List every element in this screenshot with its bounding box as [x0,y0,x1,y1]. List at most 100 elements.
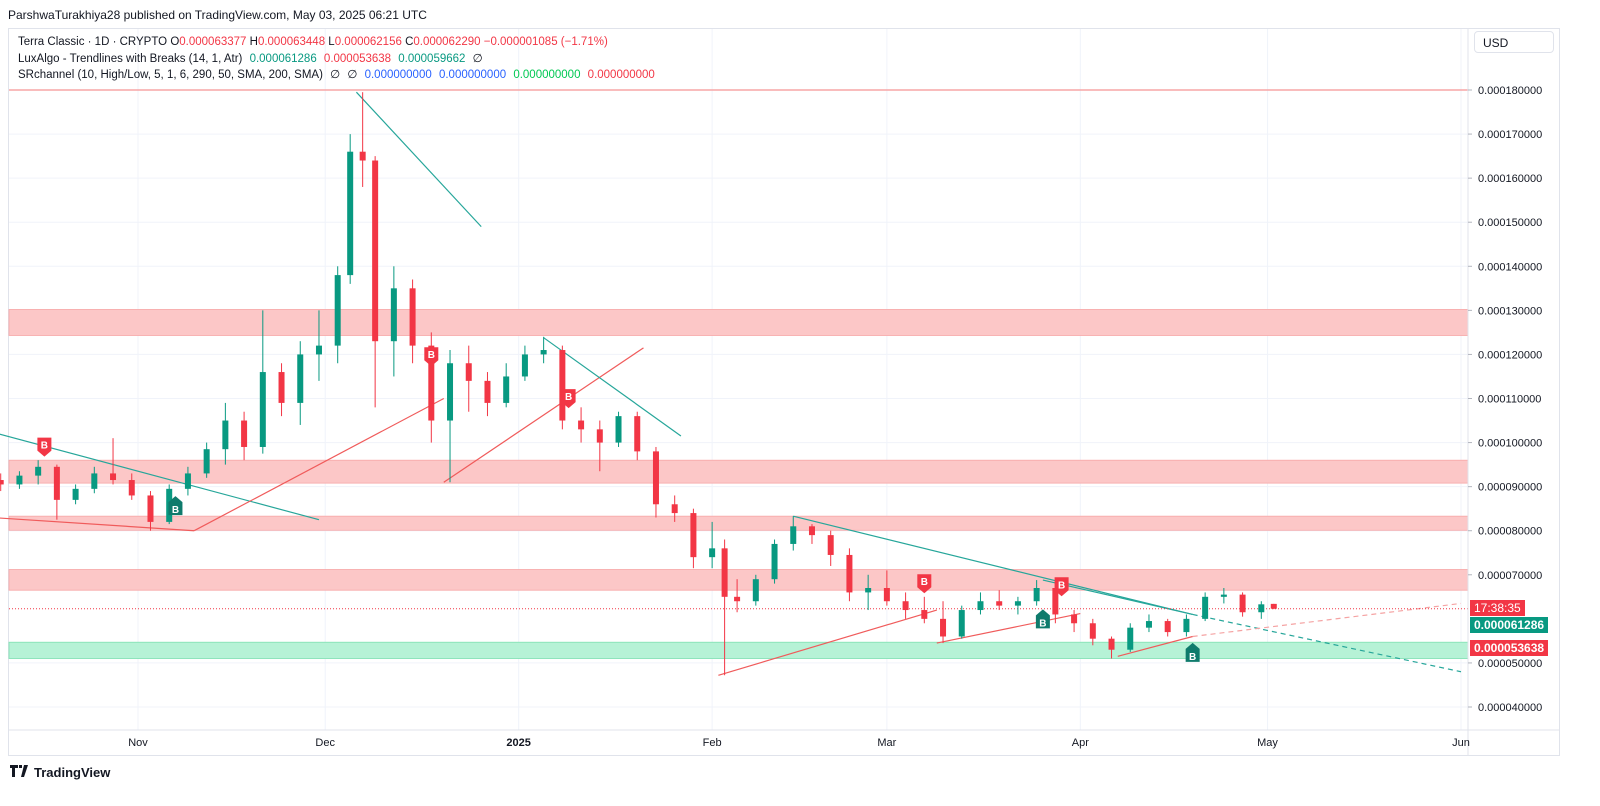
close-value: 0.000062290 [413,36,481,48]
candle [771,539,778,584]
candle [72,484,79,505]
break-label-down: B [561,389,576,409]
candle [578,407,585,443]
candle [128,473,135,500]
candle-body [390,288,397,342]
srchannel-label[interactable]: SRchannel (10, High/Low, 5, 1, 6, 290, 5… [18,69,323,81]
low-value: 0.000062156 [334,36,402,48]
candle [1202,592,1209,622]
candle [1270,603,1277,610]
candle [827,530,834,566]
candle [241,411,248,461]
candle-body [222,420,229,450]
candle-body [1270,603,1277,609]
candle [203,442,210,478]
candle [1033,580,1040,606]
candle-body [902,601,909,611]
candle-body [578,420,585,430]
countdown-tag: 17:38:35 [1470,600,1525,616]
candle [958,605,965,639]
currency-button[interactable]: USD [1474,31,1554,53]
candle [390,266,397,377]
candle-body [721,548,728,597]
trendline-red [193,397,445,532]
candle-body [634,416,641,452]
candle-body [1052,588,1059,615]
candle [721,539,728,676]
luxalgo-label[interactable]: LuxAlgo - Trendlines with Breaks (14, 1,… [18,52,243,65]
candle [596,420,603,472]
candle [1014,596,1021,615]
symbol-label[interactable]: Terra Classic · 1D · CRYPTO [18,36,168,48]
y-tick-label: 0.000040000 [1478,702,1542,714]
candle-body [503,376,510,403]
luxalgo-value-3: 0.000059662 [398,52,466,65]
change-value: −0.000001085 (−1.71%) [483,36,608,48]
y-tick-label: 0.000120000 [1478,349,1542,361]
luxalgo-upper-tag: 0.000061286 [1470,617,1549,633]
trendline-red [718,609,937,676]
chart-frame [8,28,1560,756]
candle [752,574,759,606]
luxalgo-lower-tag: 0.000053638 [1470,640,1549,656]
candle [0,473,4,492]
y-tick-label: 0.000130000 [1478,305,1542,317]
support-zone [8,641,1469,659]
candle [1258,601,1265,619]
candle [503,363,510,408]
trendline-teal [543,337,682,437]
candle-body [1108,638,1115,650]
break-label-up: B [168,496,183,516]
candle-body [921,610,928,619]
candle-body [35,466,42,476]
candle-body [91,473,98,489]
candle [1145,614,1152,633]
candle-body [484,380,491,403]
candle [347,134,354,284]
candle [1108,636,1115,659]
candle-body [827,535,834,555]
candle [996,590,1003,611]
candle [1220,588,1227,604]
trendline-teal [355,91,482,228]
candle [940,601,947,644]
break-label-down: B [1054,577,1069,597]
candle-body [1220,594,1227,597]
candle-body [203,449,210,474]
break-label-text: B [1189,652,1196,663]
candle-body [1071,614,1078,624]
srchannel-value-4: 0.000000000 [438,69,507,81]
candle-body [128,480,135,496]
x-tick-label: Nov [128,737,148,749]
y-tick-label: 0.000070000 [1478,570,1542,582]
srchannel-value-2: ∅ [347,69,358,81]
candle [1089,618,1096,646]
candle-body [0,480,4,485]
srchannel-value-6: 0.000000000 [587,69,655,81]
x-tick-label: 2025 [506,737,530,749]
tradingview-logo-icon [10,765,30,780]
candle-body [652,451,659,505]
candle [1239,592,1246,617]
candle-body [540,350,547,355]
high-key: H [249,36,258,48]
break-label-shape [561,389,576,409]
candle [259,310,266,454]
tradingview-logo[interactable]: TradingView [10,765,110,780]
candle-body [1145,621,1152,628]
grid [9,29,1468,730]
break-label-shape [37,437,52,457]
candle-body [958,610,965,637]
resistance-zone [8,569,1469,591]
trendline-red [0,517,195,532]
candle-body [465,363,472,381]
break-label-shape [917,574,932,594]
y-tick-label: 0.000180000 [1478,85,1542,97]
y-tick-label: 0.000110000 [1478,394,1541,406]
candles [0,92,1277,676]
break-label-text: B [1058,580,1065,591]
legend-row-srchannel: SRchannel (10, High/Low, 5, 1, 6, 290, 5… [18,67,655,84]
candle [334,266,341,364]
candle [559,345,566,430]
